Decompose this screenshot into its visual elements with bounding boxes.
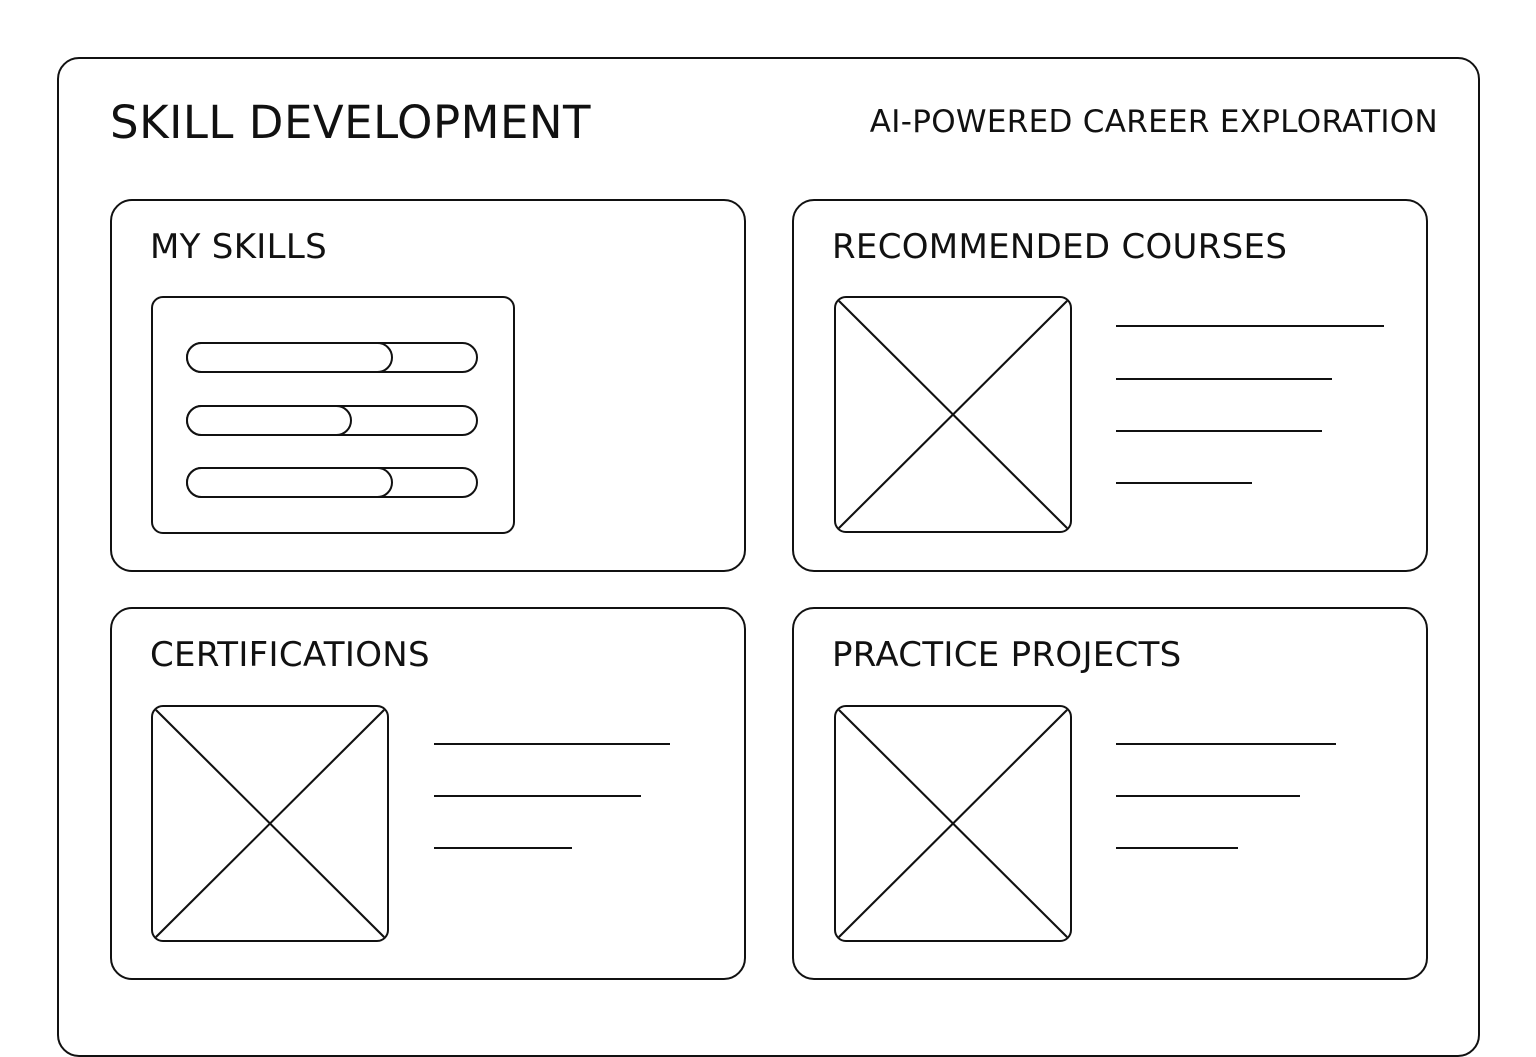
my-skills-card[interactable]: MY SKILLS <box>110 199 746 572</box>
image-placeholder-icon <box>834 296 1072 533</box>
card-title: CERTIFICATIONS <box>150 635 430 675</box>
text-line-placeholder <box>434 847 572 849</box>
certifications-card[interactable]: CERTIFICATIONS <box>110 607 746 980</box>
skill-progress-bar <box>186 467 478 498</box>
text-line-placeholder <box>1116 430 1322 432</box>
recommended-courses-card[interactable]: RECOMMENDED COURSES <box>792 199 1428 572</box>
text-line-placeholder <box>434 795 641 797</box>
image-placeholder-icon <box>151 705 389 942</box>
text-line-placeholder <box>1116 482 1252 484</box>
skill-progress-fill <box>186 405 352 436</box>
text-line-placeholder <box>1116 847 1238 849</box>
text-line-placeholder <box>1116 325 1384 327</box>
card-title: RECOMMENDED COURSES <box>832 227 1288 267</box>
text-line-placeholder <box>434 743 670 745</box>
card-title: PRACTICE PROJECTS <box>832 635 1182 675</box>
card-title: MY SKILLS <box>150 227 327 267</box>
skill-progress-fill <box>186 467 393 498</box>
page-subtitle: AI-POWERED CAREER EXPLORATION <box>869 104 1438 140</box>
page-title: SKILL DEVELOPMENT <box>110 96 592 149</box>
practice-projects-card[interactable]: PRACTICE PROJECTS <box>792 607 1428 980</box>
skill-progress-fill <box>186 342 393 373</box>
image-placeholder-icon <box>834 705 1072 942</box>
skills-list <box>151 296 515 534</box>
text-line-placeholder <box>1116 378 1332 380</box>
text-line-placeholder <box>1116 743 1336 745</box>
skill-progress-bar <box>186 342 478 373</box>
text-line-placeholder <box>1116 795 1300 797</box>
skill-progress-bar <box>186 405 478 436</box>
